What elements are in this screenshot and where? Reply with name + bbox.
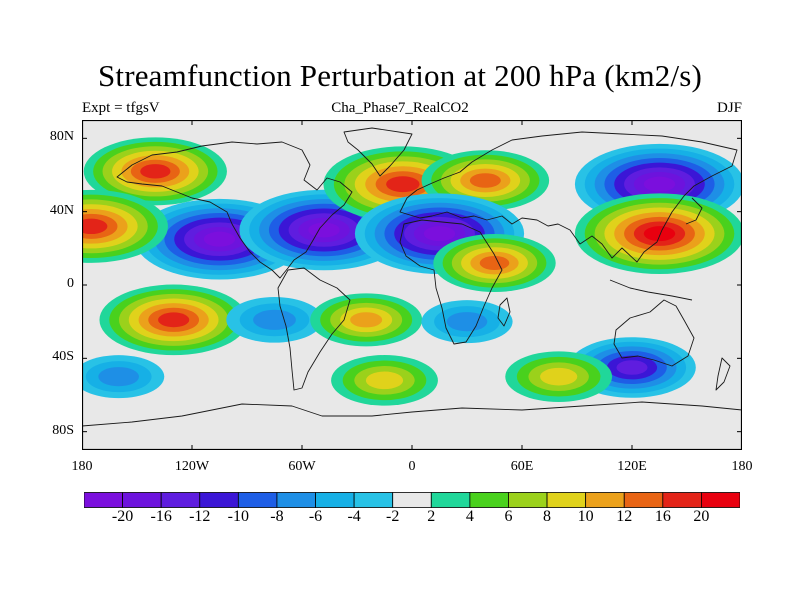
x-tick-label: 120E xyxy=(617,459,647,474)
x-tick-label: 0 xyxy=(408,459,416,474)
colorbar-label: -10 xyxy=(227,508,249,525)
colorbar-label: 8 xyxy=(543,508,552,525)
colorbar-box xyxy=(315,492,355,508)
colorbar-box xyxy=(623,492,664,508)
plot-title: Streamfunction Perturbation at 200 hPa (… xyxy=(97,58,703,93)
contour-fill xyxy=(479,256,510,270)
colorbar-box xyxy=(353,492,394,508)
coast-africa xyxy=(399,219,503,345)
colorbar-box xyxy=(701,492,740,508)
coast-madagascar xyxy=(497,297,511,327)
colorbar-label: -8 xyxy=(270,508,284,525)
contour-fill xyxy=(386,176,420,193)
case-label: Cha_Phase7_RealCO2 xyxy=(331,100,469,116)
contour-fill xyxy=(365,371,404,390)
contour-fill xyxy=(423,226,456,242)
y-tick-label: 0 xyxy=(67,276,74,291)
colorbar-box xyxy=(160,492,201,508)
colorbar-box xyxy=(508,492,548,508)
x-tick-label: 180 xyxy=(731,459,753,474)
contour-fill xyxy=(98,367,139,387)
y-tick-label: 80S xyxy=(52,422,74,438)
coast-japan xyxy=(685,197,703,225)
coast-antarctica xyxy=(82,401,742,427)
colorbar-box xyxy=(469,492,509,508)
contour-fill xyxy=(253,309,296,330)
colorbar-label: 20 xyxy=(693,508,710,525)
colorbar-box xyxy=(662,492,702,508)
coast-greenland xyxy=(343,127,413,177)
colorbar-box xyxy=(237,492,278,508)
colorbar-label: -16 xyxy=(150,508,172,525)
colorbar-label: 16 xyxy=(654,508,671,525)
x-tick-label: 60E xyxy=(510,459,534,474)
coast-australia xyxy=(613,299,695,367)
y-tick-label: 80N xyxy=(49,129,74,145)
coast-eurasia xyxy=(399,131,738,263)
season-label: DJF xyxy=(716,100,742,116)
colorbar-box xyxy=(392,492,432,508)
colorbar-label: 10 xyxy=(577,508,594,525)
contour-fill xyxy=(140,164,171,179)
colorbar-label: 2 xyxy=(427,508,436,525)
coast-new-zealand xyxy=(715,357,731,391)
streamfunction-map xyxy=(82,120,742,450)
contour-fill xyxy=(643,176,676,192)
contour-fill xyxy=(350,312,383,328)
contour-fill xyxy=(158,312,190,328)
coast-south-america xyxy=(277,267,351,391)
colorbar-box xyxy=(430,492,471,508)
contour-fill xyxy=(308,222,340,238)
colorbar-label: -2 xyxy=(386,508,400,525)
colorbar-box xyxy=(546,492,587,508)
y-tick-label: 40S xyxy=(52,349,74,365)
experiment-label: Expt = tfgsV xyxy=(82,100,160,116)
colorbar-box xyxy=(122,492,162,508)
contour-fill xyxy=(469,173,501,188)
colorbar-box xyxy=(199,492,239,508)
x-tick-label: 120W xyxy=(174,459,210,474)
colorbar-label: 4 xyxy=(465,508,474,525)
coast-north-america xyxy=(116,141,353,279)
colorbar-label: -4 xyxy=(347,508,361,525)
x-tick-label: 180 xyxy=(71,459,93,474)
y-tick-label: 40N xyxy=(49,202,74,218)
colorbar-box xyxy=(585,492,625,508)
map-frame xyxy=(82,120,742,450)
colorbar-label: -20 xyxy=(111,508,134,525)
colorbar-label: 12 xyxy=(616,508,633,525)
colorbar-box xyxy=(276,492,316,508)
contour-fill xyxy=(203,231,236,247)
contour-fill xyxy=(540,367,578,386)
contour-fill xyxy=(446,312,488,332)
contour-fill xyxy=(616,360,648,375)
colorbar-label: -6 xyxy=(308,508,323,525)
contour-fill xyxy=(643,226,676,242)
coast-indonesia xyxy=(609,279,693,301)
colorbar xyxy=(84,492,740,508)
colorbar-label: 6 xyxy=(504,508,513,525)
colorbar-label: -12 xyxy=(189,508,211,525)
colorbar-box xyxy=(84,492,123,508)
contour-fill xyxy=(82,218,108,235)
x-tick-label: 60W xyxy=(288,459,316,474)
coastlines xyxy=(82,127,742,427)
